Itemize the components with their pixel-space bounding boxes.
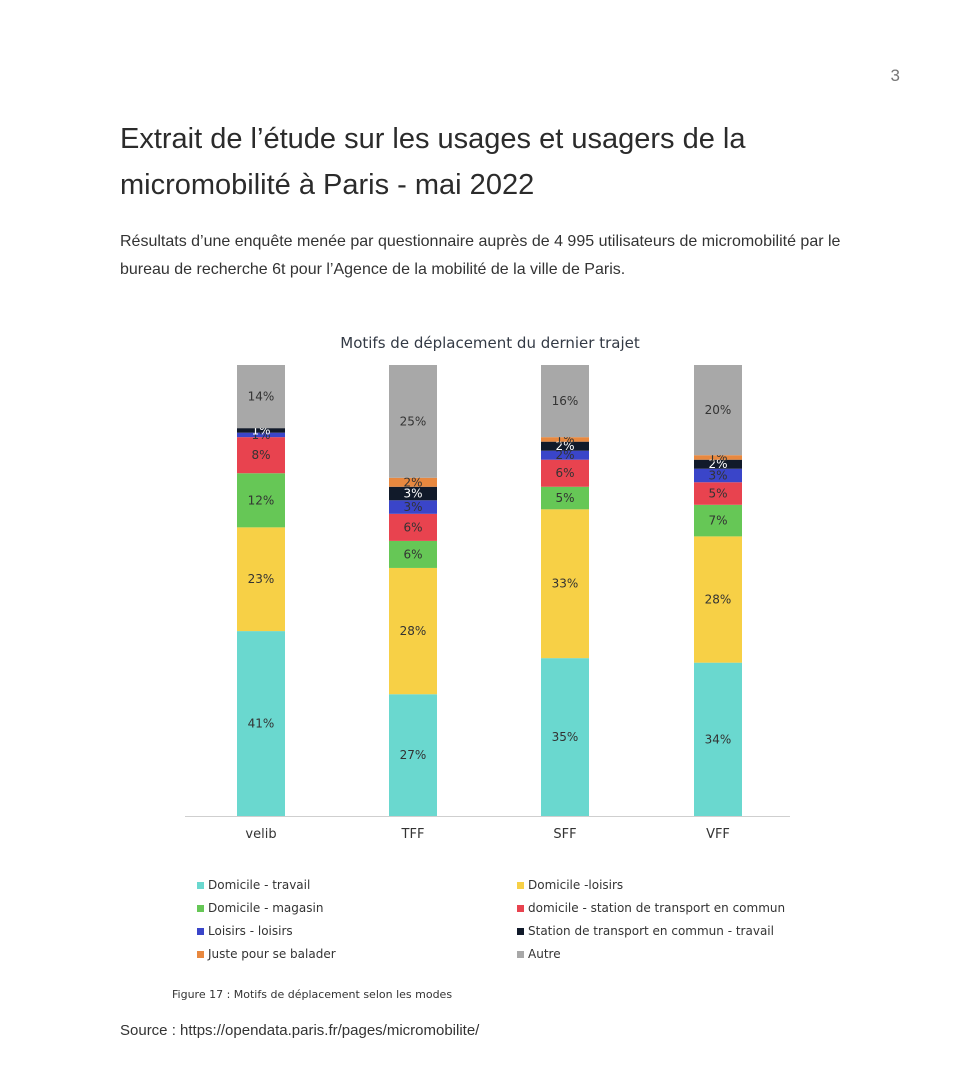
bar-segment-sff-autre (541, 365, 589, 438)
data-label-tff-domicile-loisirs: 28% (400, 624, 427, 638)
bar-segment-tff-domicile-travail (389, 694, 437, 816)
bar-segment-vff-autre (694, 365, 742, 456)
data-label-sff-domicile-magasin: 5% (555, 491, 574, 505)
bar-segment-velib-station-de-transport-en-commun-travail (237, 428, 285, 433)
legend-swatch (197, 950, 204, 958)
bar-segment-velib-domicile-loisirs (237, 527, 285, 632)
bar-segment-vff-domicile-magasin (694, 504, 742, 537)
chart-svg: Motifs de déplacement du dernier trajet 4… (185, 334, 790, 842)
legend-label: Autre (528, 947, 561, 961)
data-label-sff-domicile-loisirs: 33% (552, 577, 579, 591)
chart-legend: Domicile - travail Domicile -loisirs Domic… (197, 876, 837, 963)
data-label-vff-loisirs-loisirs: 3% (708, 468, 727, 482)
data-label-vff-autre: 20% (705, 403, 732, 417)
legend-swatch (517, 904, 524, 912)
legend-label: Juste pour se balader (208, 947, 336, 961)
legend-label: Loisirs - loisirs (208, 924, 293, 938)
bar-segment-sff-loisirs-loisirs (541, 450, 589, 460)
bar-segment-vff-station-de-transport-en-commun-travail (694, 459, 742, 469)
legend-label: Domicile - magasin (208, 901, 324, 915)
data-label-tff-autre: 25% (400, 414, 427, 428)
legend-label: Station de transport en commun - travail (528, 924, 774, 938)
bar-segment-velib-autre (237, 365, 285, 429)
legend-swatch (197, 927, 204, 935)
bar-segment-sff-domicile-station-de-transport-en-commun (541, 459, 589, 487)
bar-segment-tff-domicile-station-de-transport-en-commun (389, 513, 437, 541)
bar-segment-velib-loisirs-loisirs (237, 432, 285, 438)
bar-segment-tff-station-de-transport-en-commun-travail (389, 486, 437, 501)
category-label-vff: VFF (706, 827, 730, 842)
data-label-sff-domicile-travail: 35% (552, 730, 579, 744)
legend-swatch (517, 950, 524, 958)
bar-segment-velib-domicile-travail (237, 631, 285, 816)
bar-segment-vff-domicile-loisirs (694, 536, 742, 663)
legend-label: Domicile -loisirs (528, 878, 624, 892)
bar-vff: 34%28%7%5%3%2%1%20% (694, 365, 742, 816)
bar-segment-tff-autre (389, 365, 437, 478)
data-label-vff-domicile-loisirs: 28% (705, 593, 732, 607)
legend-swatch (197, 881, 204, 889)
data-label-vff-station-de-transport-en-commun-travail: 2% (708, 457, 727, 471)
source-line: Source : https://opendata.paris.fr/pages… (120, 1022, 480, 1039)
data-label-tff-juste-pour-se-balader: 2% (403, 475, 422, 489)
data-label-tff-domicile-magasin: 6% (403, 547, 422, 561)
data-label-vff-domicile-travail: 34% (705, 732, 732, 746)
figure-caption: Figure 17 : Motifs de déplacement selon … (172, 988, 453, 1001)
data-label-velib-domicile-loisirs: 23% (248, 572, 275, 586)
page-number: 3 (890, 66, 900, 85)
bar-segment-sff-station-de-transport-en-commun-travail (541, 441, 589, 451)
bar-segment-vff-juste-pour-se-balader (694, 455, 742, 460)
data-label-tff-station-de-transport-en-commun-travail: 3% (403, 487, 422, 501)
legend-item-domicile-magasin: Domicile - magasin (197, 899, 517, 917)
bar-segment-tff-domicile-magasin (389, 540, 437, 568)
legend-item-domicile-station-de-transport-en-commun: domicile - station de transport en commu… (517, 899, 837, 917)
bar-segment-velib-domicile-magasin (237, 473, 285, 528)
bar-segment-sff-juste-pour-se-balader (541, 437, 589, 442)
bar-segment-sff-domicile-loisirs (541, 509, 589, 659)
page-title: Extrait de l’étude sur les usages et usa… (120, 123, 746, 201)
bar-segment-vff-loisirs-loisirs (694, 468, 742, 483)
bar-segment-vff-domicile-travail (694, 662, 742, 816)
data-label-velib-autre: 14% (248, 390, 275, 404)
bar-segment-tff-juste-pour-se-balader (389, 477, 437, 487)
data-label-vff-domicile-station-de-transport-en-commun: 5% (708, 487, 727, 501)
bar-segment-sff-domicile-magasin (541, 486, 589, 510)
legend-item-autre: Autre (517, 945, 837, 963)
bar-segment-velib-domicile-station-de-transport-en-commun (237, 437, 285, 474)
data-label-velib-domicile-magasin: 12% (248, 493, 275, 507)
category-label-sff: SFF (553, 827, 576, 842)
data-label-sff-loisirs-loisirs: 2% (555, 448, 574, 462)
category-label-tff: TFF (401, 827, 425, 842)
legend-item-juste-pour-se-balader: Juste pour se balader (197, 945, 517, 963)
bar-tff: 27%28%6%6%3%3%2%25% (389, 365, 437, 816)
intro-paragraph: Résultats d’une enquête menée par questi… (120, 233, 841, 278)
legend-item-station-de-transport-en-commun-travail: Station de transport en commun - travail (517, 922, 837, 940)
data-label-velib-domicile-station-de-transport-en-commun: 8% (251, 448, 270, 462)
legend-swatch (517, 927, 524, 935)
data-label-sff-domicile-station-de-transport-en-commun: 6% (555, 466, 574, 480)
legend-swatch (517, 881, 524, 889)
data-label-tff-loisirs-loisirs: 3% (403, 500, 422, 514)
legend-item-domicile-loisirs: Domicile -loisirs (517, 876, 837, 894)
data-label-tff-domicile-station-de-transport-en-commun: 6% (403, 520, 422, 534)
stacked-bar-chart: Motifs de déplacement du dernier trajet 4… (140, 320, 820, 880)
data-label-vff-domicile-magasin: 7% (708, 514, 727, 528)
bar-velib: 41%23%12%8%1%1%14% (237, 365, 285, 816)
bar-segment-vff-domicile-station-de-transport-en-commun (694, 482, 742, 505)
bar-sff: 35%33%5%6%2%2%1%16% (541, 365, 589, 816)
data-label-velib-domicile-travail: 41% (248, 717, 275, 731)
bar-segment-tff-loisirs-loisirs (389, 500, 437, 514)
legend-swatch (197, 904, 204, 912)
legend-label: domicile - station de transport en commu… (528, 901, 786, 915)
bar-segment-tff-domicile-loisirs (389, 567, 437, 695)
data-label-tff-domicile-travail: 27% (400, 748, 427, 762)
bar-segment-sff-domicile-travail (541, 658, 589, 816)
legend-item-loisirs-loisirs: Loisirs - loisirs (197, 922, 517, 940)
legend-item-domicile-travail: Domicile - travail (197, 876, 517, 894)
data-label-sff-autre: 16% (552, 394, 579, 408)
data-label-sff-station-de-transport-en-commun-travail: 2% (555, 439, 574, 453)
chart-title: Motifs de déplacement du dernier trajet (340, 334, 640, 352)
category-label-velib: velib (245, 827, 276, 842)
legend-label: Domicile - travail (208, 878, 311, 892)
